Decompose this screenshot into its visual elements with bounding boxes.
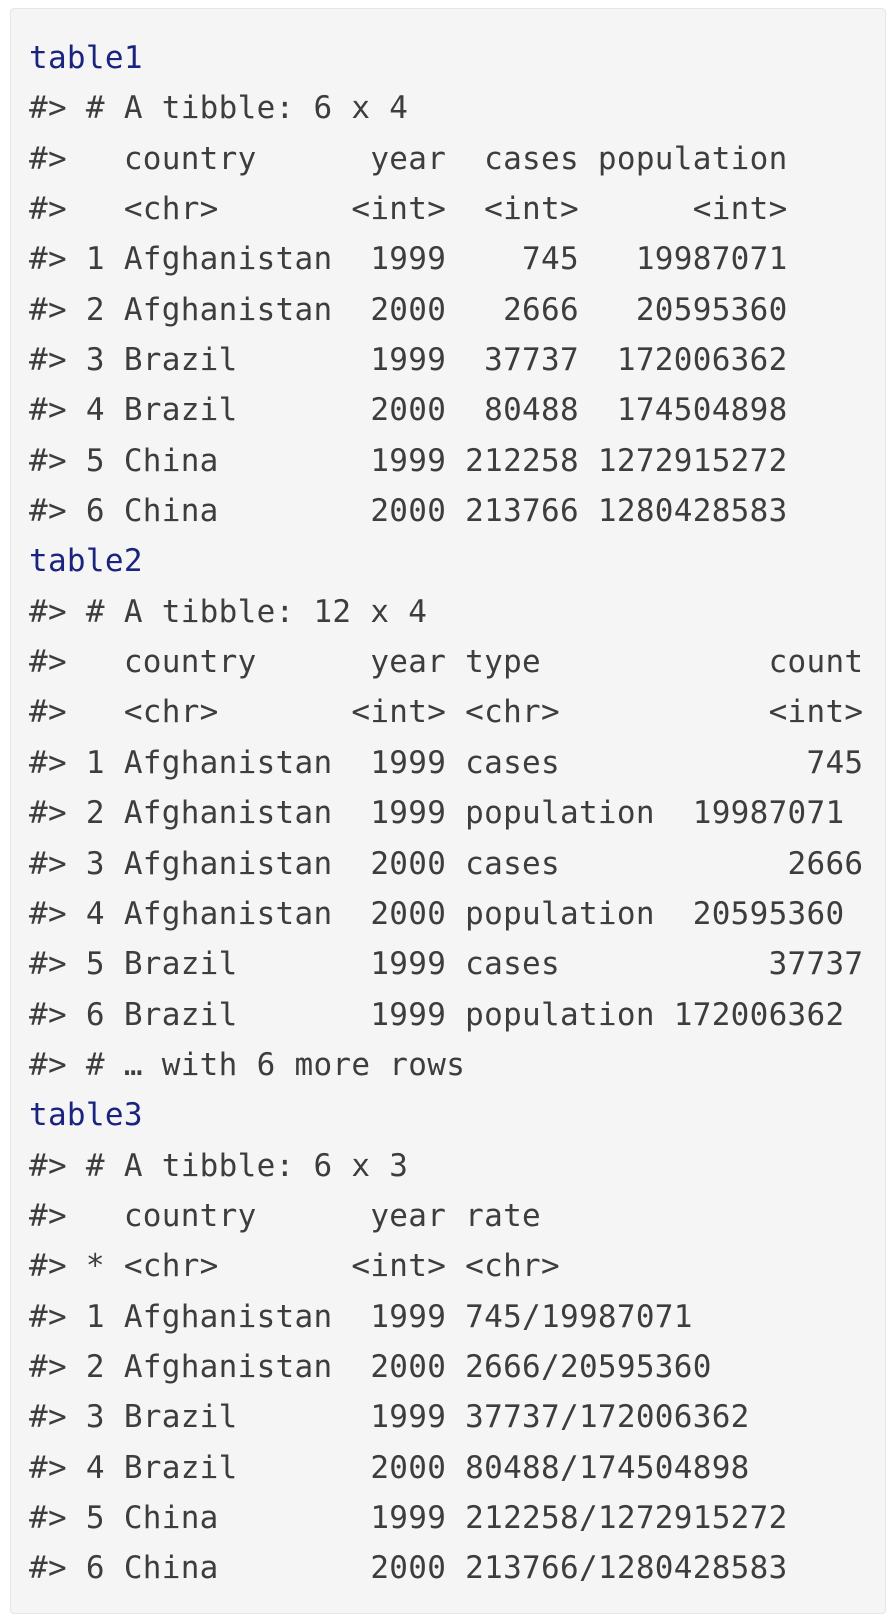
output-row: #> 5 Brazil 1999 cases 37737 [29, 946, 864, 983]
output-column-types: #> <chr> <int> <int> <int> [29, 191, 788, 228]
output-row: #> 1 Afghanistan 1999 cases 745 [29, 744, 864, 781]
code-command-table3: table3 [29, 1097, 143, 1134]
code-block: table1 #> # A tibble: 6 x 4 #> country y… [10, 8, 886, 1614]
output-column-names: #> country year rate [29, 1197, 542, 1234]
output-row: #> 4 Brazil 2000 80488 174504898 [29, 392, 788, 429]
output-row: #> 3 Afghanistan 2000 cases 2666 [29, 845, 864, 882]
output-row: #> 1 Afghanistan 1999 745 19987071 [29, 241, 788, 278]
output-row: #> 6 China 2000 213766 1280428583 [29, 493, 788, 530]
output-column-types: #> <chr> <int> <chr> <int> [29, 694, 864, 731]
code-command-table2: table2 [29, 543, 143, 580]
output-row: #> 3 Brazil 1999 37737 172006362 [29, 342, 788, 379]
output-row: #> 3 Brazil 1999 37737/172006362 [29, 1399, 750, 1436]
output-row: #> 5 China 1999 212258 1272915272 [29, 442, 788, 479]
output-column-types: #> * <chr> <int> <chr> [29, 1248, 560, 1285]
output-tibble-header: #> # A tibble: 12 x 4 [29, 593, 428, 630]
code-command-table1: table1 [29, 40, 143, 76]
output-row: #> 4 Brazil 2000 80488/174504898 [29, 1449, 750, 1486]
output-tibble-header: #> # A tibble: 6 x 4 [29, 90, 409, 127]
output-row: #> 6 China 2000 213766/1280428583 [29, 1550, 788, 1587]
output-row: #> 2 Afghanistan 2000 2666/20595360 [29, 1348, 712, 1385]
output-row: #> 4 Afghanistan 2000 population 2059536… [29, 895, 845, 932]
output-column-names: #> country year type count [29, 644, 864, 681]
output-tibble-header: #> # A tibble: 6 x 3 [29, 1147, 409, 1184]
output-row: #> 2 Afghanistan 1999 population 1998707… [29, 795, 845, 832]
output-more-rows-note: #> # … with 6 more rows [29, 1046, 466, 1083]
output-row: #> 6 Brazil 1999 population 172006362 [29, 996, 845, 1033]
output-row: #> 5 China 1999 212258/1272915272 [29, 1499, 788, 1536]
output-row: #> 2 Afghanistan 2000 2666 20595360 [29, 291, 788, 328]
output-row: #> 1 Afghanistan 1999 745/19987071 [29, 1298, 693, 1335]
output-column-names: #> country year cases population [29, 140, 788, 177]
